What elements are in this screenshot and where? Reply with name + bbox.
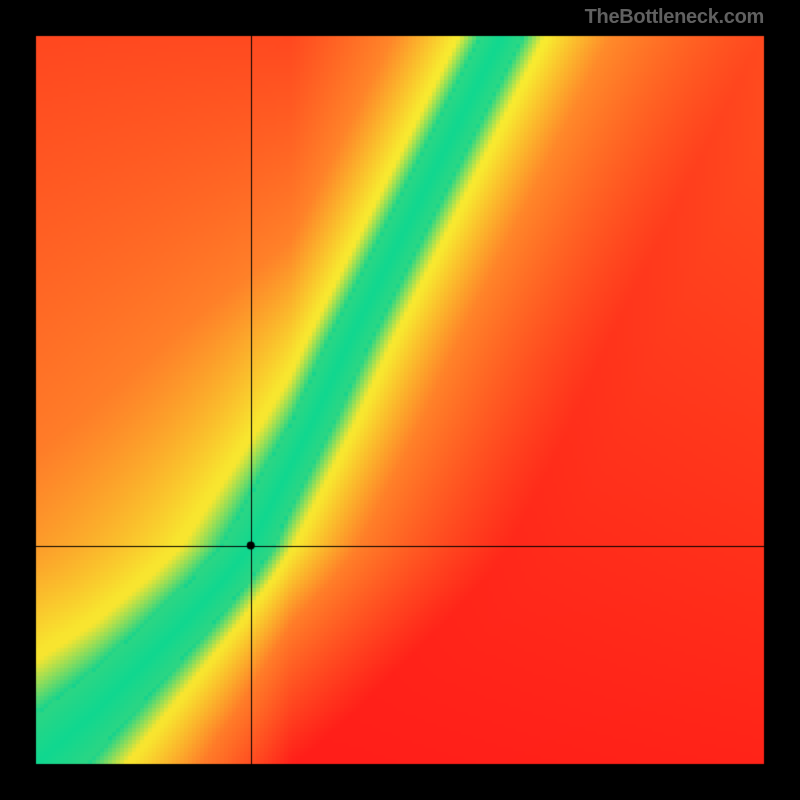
- watermark-text: TheBottleneck.com: [585, 6, 764, 29]
- heatmap-canvas: [0, 0, 800, 800]
- chart-container: TheBottleneck.com: [0, 0, 800, 800]
